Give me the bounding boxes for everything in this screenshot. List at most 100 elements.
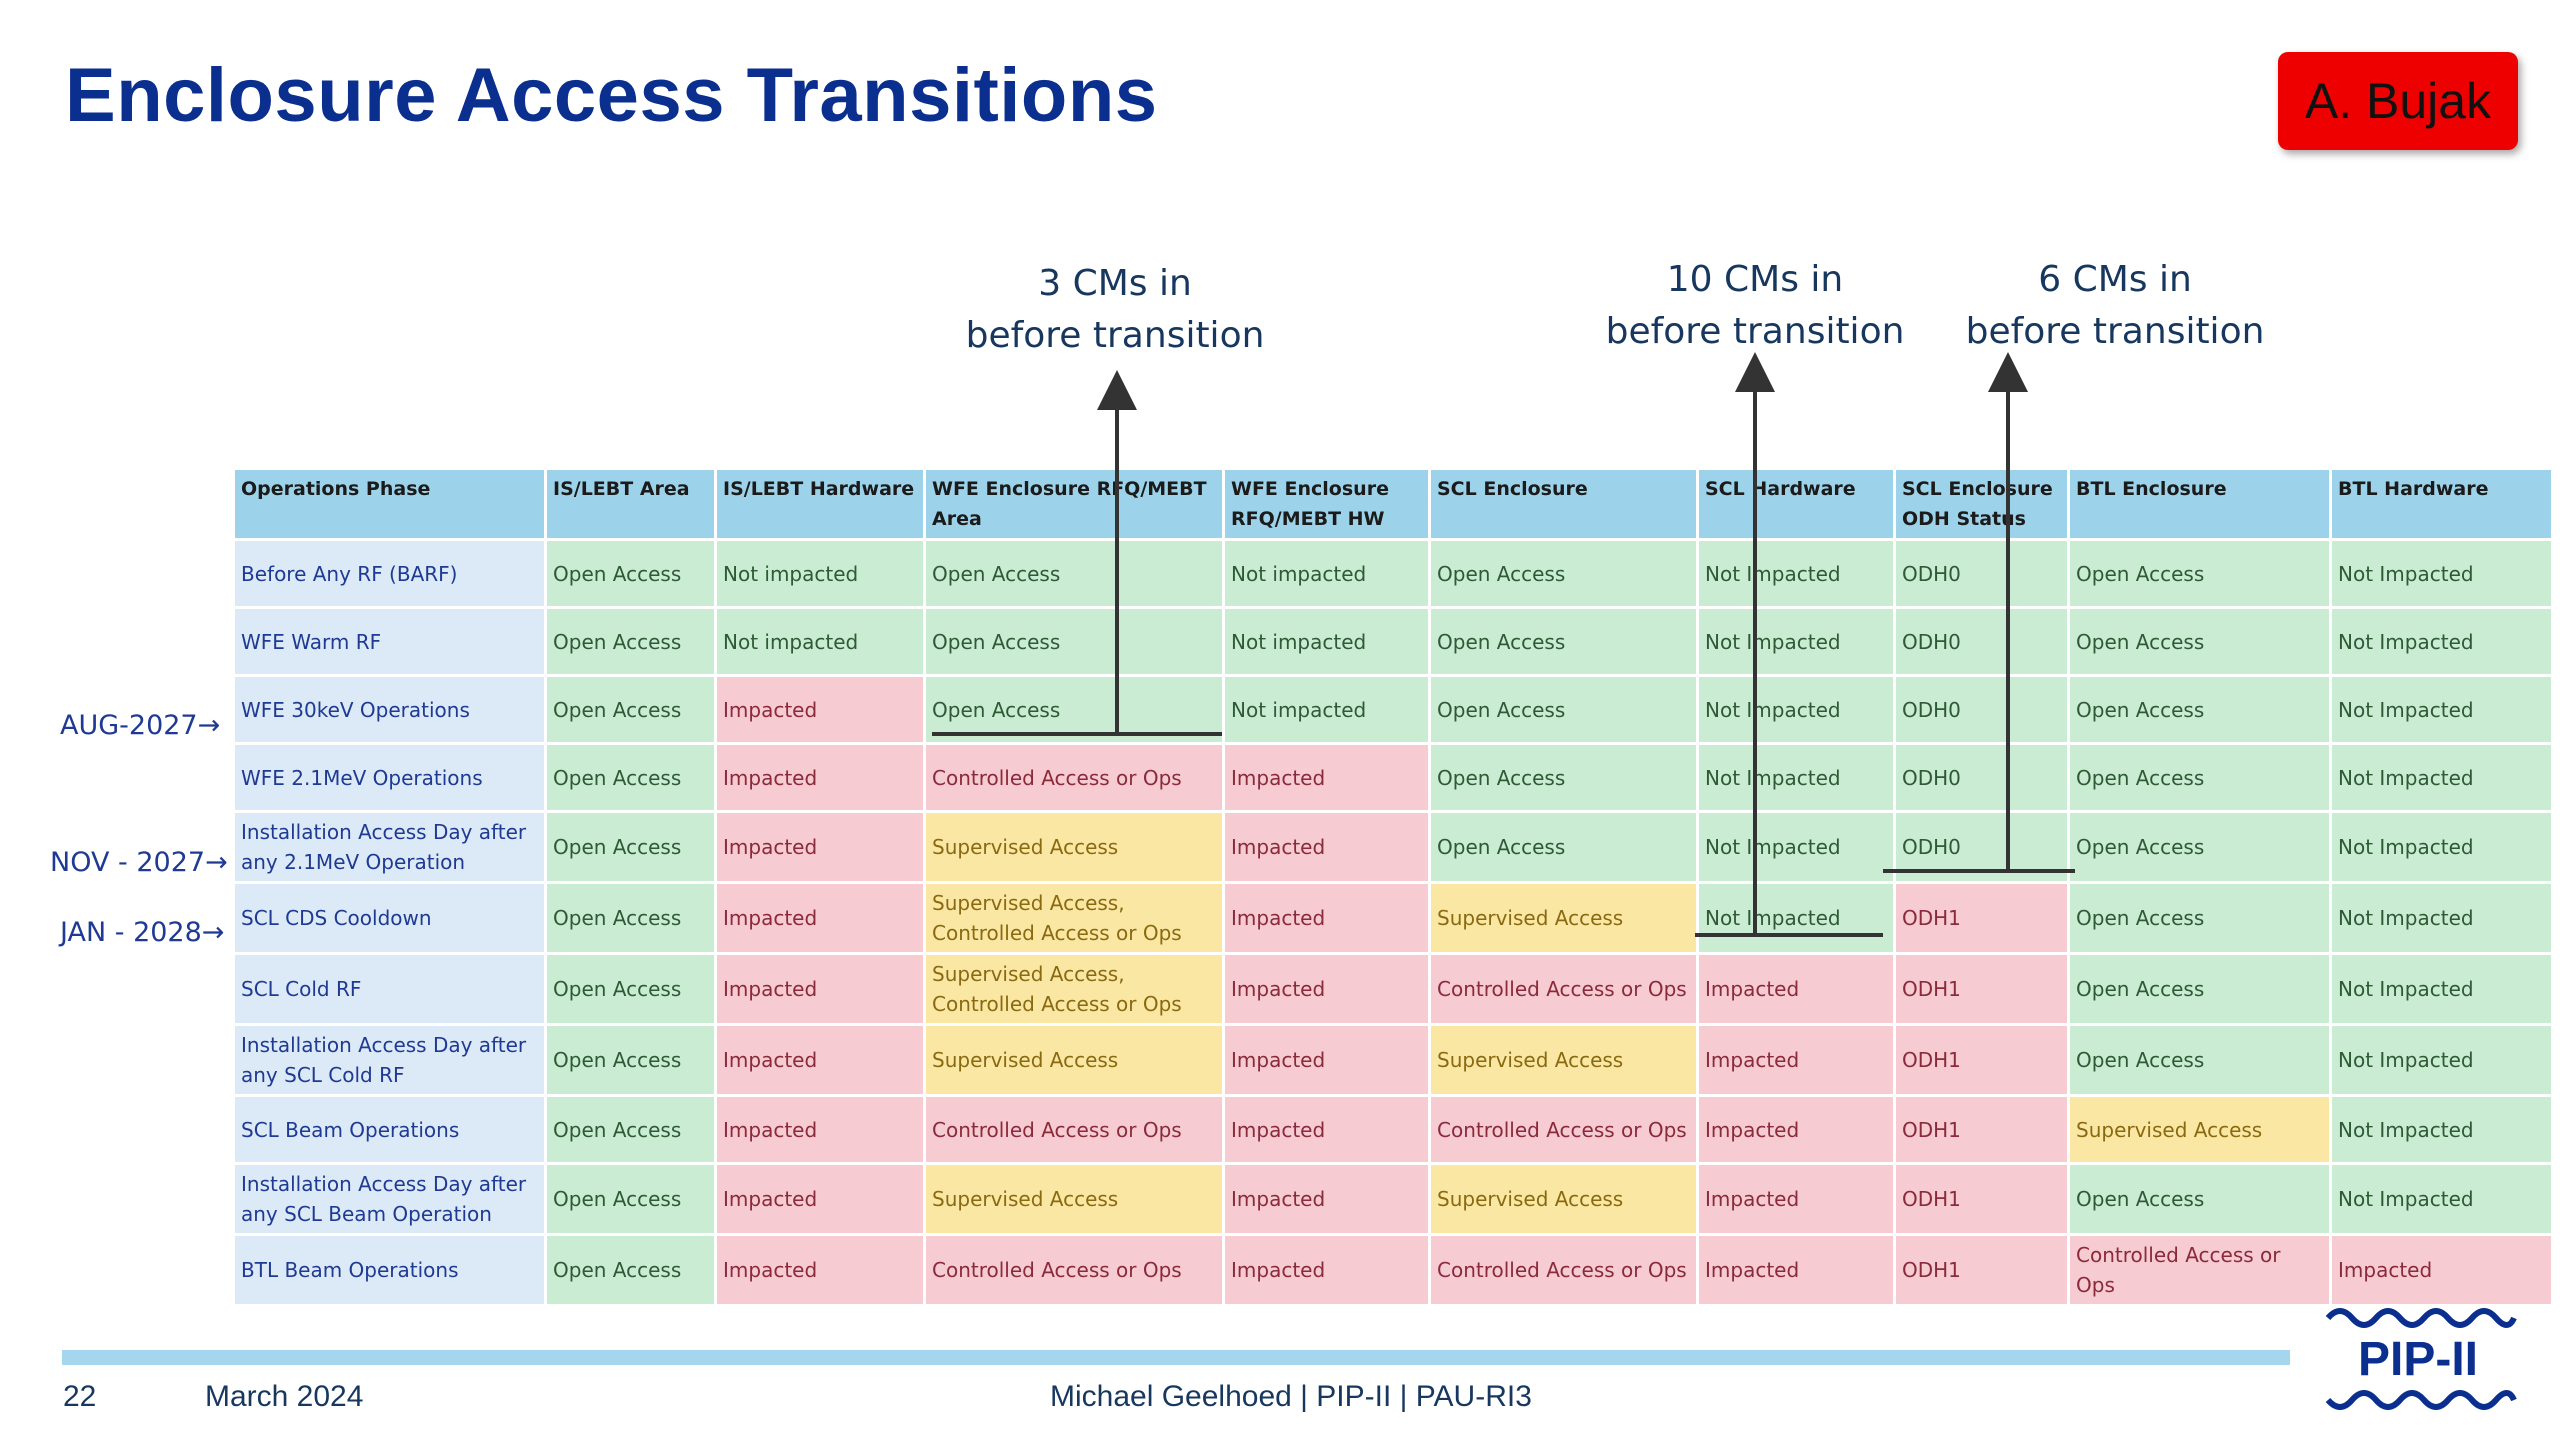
status-cell: Impacted (714, 742, 926, 813)
status-cell: Open Access (544, 952, 717, 1026)
status-cell: Open Access (544, 674, 717, 745)
status-cell: Supervised Access, Controlled Access or … (923, 881, 1225, 955)
status-cell: ODH0 (1893, 810, 2070, 884)
footer-presenter: Michael Geelhoed | PIP-II | PAU-RI3 (1050, 1380, 1532, 1413)
status-cell: Not Impacted (2329, 810, 2554, 884)
status-cell: Not Impacted (1696, 606, 1896, 677)
status-cell: Not Impacted (2329, 1023, 2554, 1097)
status-cell: Open Access (2067, 1023, 2332, 1097)
status-cell: Controlled Access or Ops (923, 1094, 1225, 1165)
status-cell: Not Impacted (2329, 538, 2554, 609)
status-cell: ODH0 (1893, 606, 2070, 677)
callout-scl-hardware: 10 CMs in before transition (1580, 254, 1930, 358)
callout-scl-odh: 6 CMs in before transition (1940, 254, 2290, 358)
status-cell: Supervised Access (923, 810, 1225, 884)
column-header: BTL Hardware (2329, 467, 2554, 541)
phase-cell: WFE Warm RF (232, 606, 547, 677)
table-row: Before Any RF (BARF) Open Access Not impac… (232, 538, 2554, 609)
status-cell: Not Impacted (1696, 742, 1896, 813)
status-cell: Controlled Access or Ops (923, 742, 1225, 813)
column-header: IS/LEBT Hardware (714, 467, 926, 541)
author-badge: A. Bujak (2278, 52, 2518, 150)
status-cell: Open Access (544, 1023, 717, 1097)
table-row: WFE Warm RF Open Access Not impacted Open A… (232, 606, 2554, 677)
status-cell: Open Access (544, 810, 717, 884)
column-header: SCL Enclosure (1428, 467, 1699, 541)
logo-text: PIP-II (2358, 1333, 2478, 1386)
status-cell: Impacted (1696, 1094, 1896, 1165)
table-body: Before Any RF (BARF) Open Access Not impac… (232, 538, 2554, 1307)
phase-cell: SCL CDS Cooldown (232, 881, 547, 955)
status-cell: Supervised Access (923, 1023, 1225, 1097)
status-cell: Supervised Access (923, 1162, 1225, 1236)
status-cell: Not Impacted (2329, 881, 2554, 955)
status-cell: ODH0 (1893, 742, 2070, 813)
status-cell: Open Access (2067, 538, 2332, 609)
phase-cell: WFE 2.1MeV Operations (232, 742, 547, 813)
status-cell: ODH0 (1893, 538, 2070, 609)
callout-scl-odh-line1: 6 CMs in (2038, 259, 2192, 300)
status-cell: Open Access (544, 1162, 717, 1236)
status-cell: Impacted (714, 881, 926, 955)
slide-title: Enclosure Access Transitions (65, 53, 1158, 138)
status-cell: Impacted (714, 1023, 926, 1097)
status-cell: Open Access (2067, 810, 2332, 884)
status-cell: Impacted (1222, 810, 1431, 884)
timeline-label-aug-2027: AUG-2027→ (60, 710, 221, 741)
column-header: WFE Enclosure RFQ/MEBT Area (923, 467, 1225, 541)
status-cell: ODH0 (1893, 674, 2070, 745)
status-cell: Impacted (1222, 1023, 1431, 1097)
status-cell: Not Impacted (2329, 606, 2554, 677)
status-cell: Impacted (1696, 1162, 1896, 1236)
column-header: IS/LEBT Area (544, 467, 717, 541)
status-cell: Supervised Access (1428, 1162, 1699, 1236)
table-row: Installation Access Day after any 2.1MeV… (232, 810, 2554, 884)
footer-date: March 2024 (205, 1380, 364, 1413)
phase-cell: Before Any RF (BARF) (232, 538, 547, 609)
enclosure-access-table: Operations Phase IS/LEBT Area IS/LEBT Hard… (232, 467, 2554, 1307)
status-cell: Controlled Access or Ops (2067, 1233, 2332, 1307)
status-cell: Supervised Access (2067, 1094, 2332, 1165)
table-row: Installation Access Day after any SCL Be… (232, 1162, 2554, 1236)
status-cell: Not Impacted (2329, 952, 2554, 1026)
status-cell: Not Impacted (1696, 881, 1896, 955)
status-cell: Impacted (714, 674, 926, 745)
status-cell: Open Access (544, 606, 717, 677)
status-cell: ODH1 (1893, 1162, 2070, 1236)
footer-divider (62, 1350, 2290, 1365)
phase-cell: SCL Cold RF (232, 952, 547, 1026)
callout-wfe-line1: 3 CMs in (1038, 263, 1192, 304)
table-row: BTL Beam Operations Open Access Impacted Co… (232, 1233, 2554, 1307)
status-cell: Not Impacted (2329, 674, 2554, 745)
status-cell: ODH1 (1893, 952, 2070, 1026)
pip-ii-logo: PIP-II (2325, 1308, 2517, 1410)
phase-cell: SCL Beam Operations (232, 1094, 547, 1165)
status-cell: Not impacted (714, 606, 926, 677)
column-header: SCL Enclosure ODH Status (1893, 467, 2070, 541)
status-cell: Open Access (2067, 742, 2332, 813)
status-cell: Controlled Access or Ops (1428, 1094, 1699, 1165)
status-cell: Not Impacted (2329, 1162, 2554, 1236)
status-cell: Open Access (544, 538, 717, 609)
status-cell: Open Access (2067, 674, 2332, 745)
status-cell: Not Impacted (1696, 810, 1896, 884)
status-cell: Impacted (714, 952, 926, 1026)
status-cell: Open Access (544, 881, 717, 955)
status-cell: Open Access (923, 674, 1225, 745)
status-cell: Open Access (2067, 1162, 2332, 1236)
status-cell: Impacted (714, 1233, 926, 1307)
status-cell: Impacted (1696, 1233, 1896, 1307)
status-cell: Impacted (1696, 952, 1896, 1026)
phase-cell: Installation Access Day after any SCL Be… (232, 1162, 547, 1236)
column-header: WFE Enclosure RFQ/MEBT HW (1222, 467, 1431, 541)
table-row: WFE 2.1MeV Operations Open Access Impacted… (232, 742, 2554, 813)
status-cell: Open Access (1428, 606, 1699, 677)
table-header-row: Operations Phase IS/LEBT Area IS/LEBT Hard… (232, 467, 2554, 541)
phase-cell: Installation Access Day after any SCL Co… (232, 1023, 547, 1097)
table-row: Installation Access Day after any SCL Co… (232, 1023, 2554, 1097)
phase-cell: Installation Access Day after any 2.1MeV… (232, 810, 547, 884)
status-cell: Open Access (1428, 674, 1699, 745)
status-cell: Open Access (544, 1233, 717, 1307)
status-cell: Not Impacted (2329, 742, 2554, 813)
timeline-label-jan-2028: JAN - 2028→ (60, 917, 225, 948)
